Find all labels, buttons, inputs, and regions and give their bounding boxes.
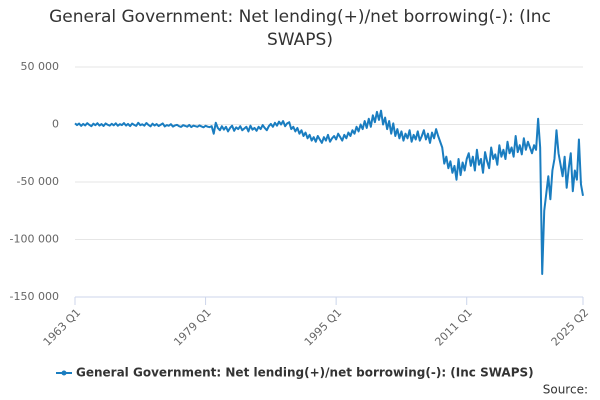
x-tick-label: 1963 Q1: [41, 306, 84, 349]
y-tick-label: -50 000: [17, 175, 59, 188]
y-tick-label: 50 000: [21, 60, 60, 73]
legend-marker: [61, 370, 67, 376]
y-tick-label: -100 000: [10, 233, 59, 246]
x-tick-label: 1995 Q1: [302, 306, 345, 349]
x-tick-label: 1979 Q1: [171, 306, 214, 349]
x-tick-label: 2011 Q1: [432, 306, 475, 349]
x-tick-label: 2025 Q2: [549, 306, 592, 349]
chart-title: General Government: Net lending(+)/net b…: [49, 7, 551, 50]
y-tick-label: 0: [52, 118, 59, 131]
data-line: [74, 109, 584, 275]
source-label: Source:: [543, 383, 588, 397]
legend-label: General Government: Net lending(+)/net b…: [76, 366, 534, 380]
y-tick-label: -150 000: [10, 290, 59, 303]
